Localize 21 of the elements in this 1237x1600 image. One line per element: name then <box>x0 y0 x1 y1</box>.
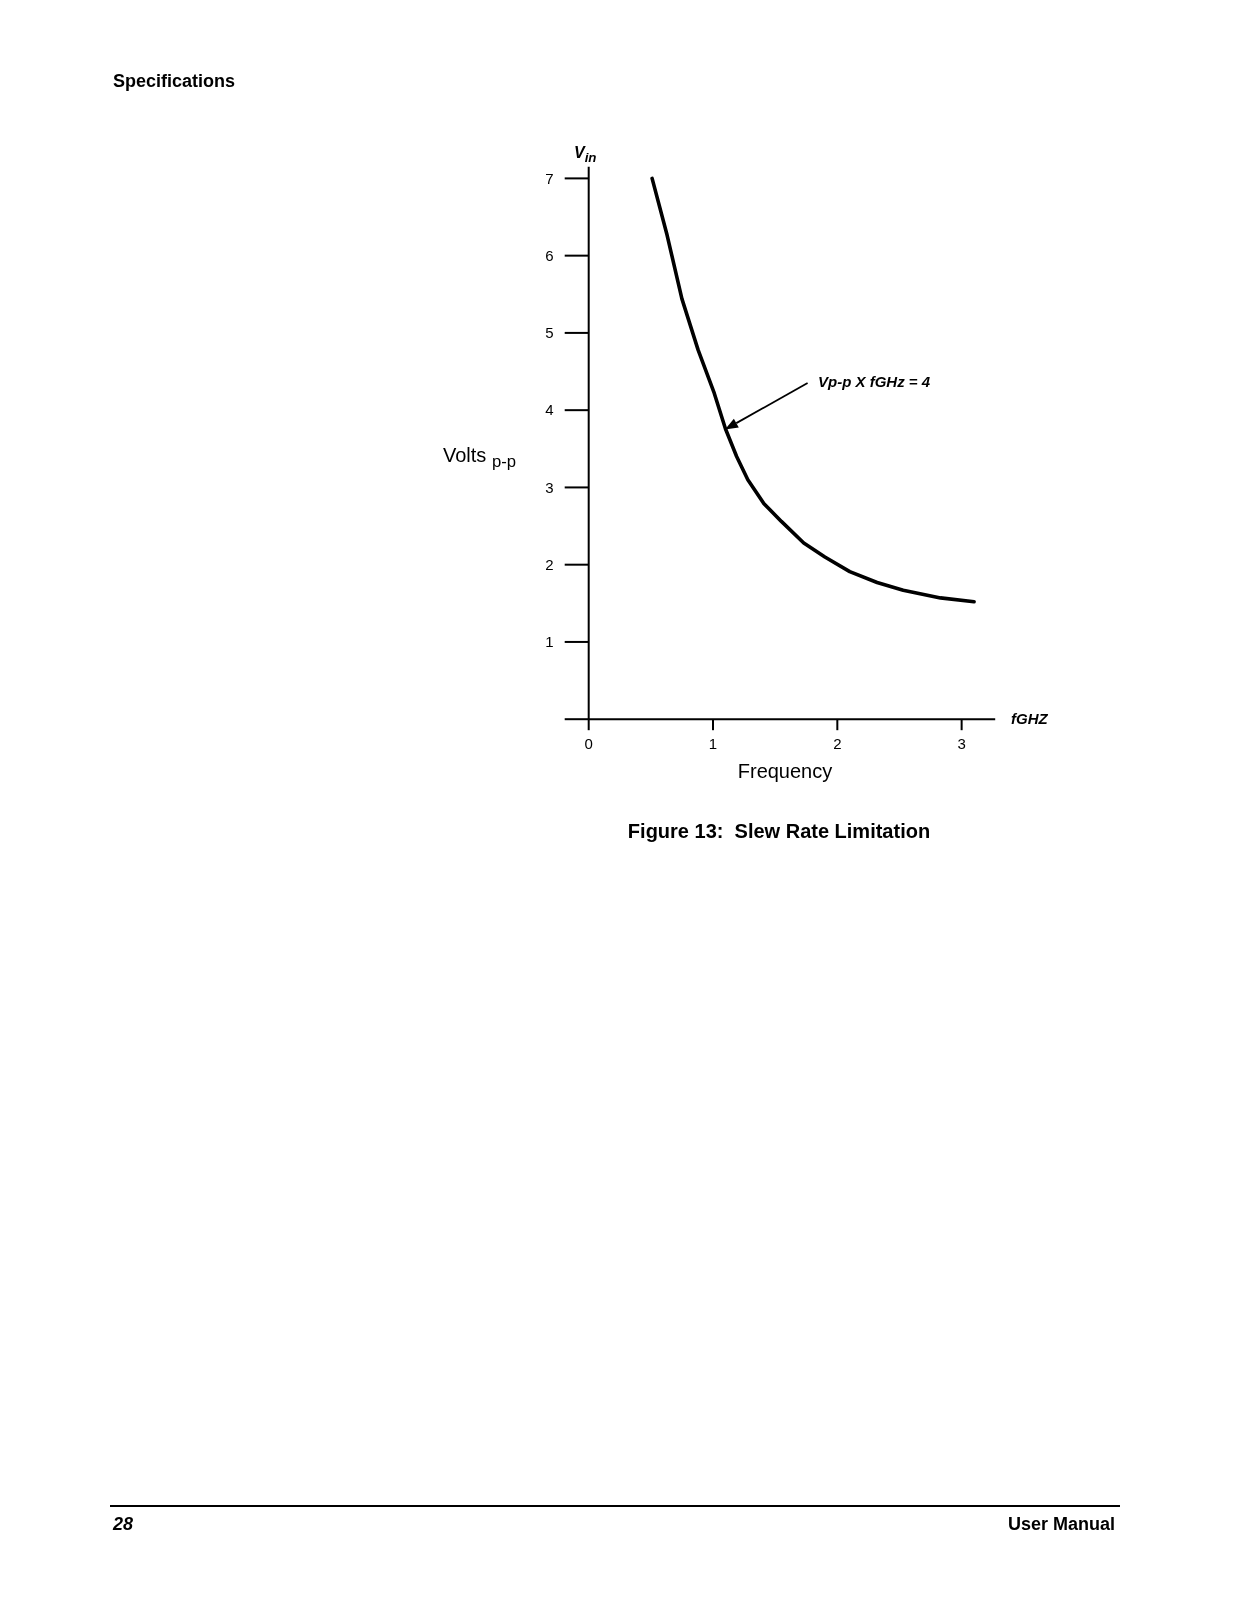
text: fGHZ <box>1011 710 1048 728</box>
y-tick-label: 7 <box>545 169 554 187</box>
x-tick-label: 0 <box>584 734 593 752</box>
text: Figure 13: Slew Rate Limitation <box>626 819 932 843</box>
x-tick-label: 3 <box>957 734 966 752</box>
line-series <box>650 176 976 604</box>
y-tick-label: 1 <box>545 633 554 651</box>
x-tick-label: 2 <box>833 734 842 752</box>
x-axis-title: Frequency <box>736 759 834 783</box>
y-tick-label: 6 <box>545 246 554 264</box>
x-tick-label: 1 <box>708 734 718 752</box>
text: Specifications <box>113 70 236 93</box>
y-tick-label: 5 <box>545 324 554 342</box>
y-tick-label: 3 <box>545 478 554 496</box>
text: V$_{in}$ <box>574 143 597 168</box>
text: User Manual <box>1007 1514 1115 1536</box>
annotation: Vp-p X fGHz = 4 <box>818 373 931 391</box>
text: 28 <box>113 1514 134 1536</box>
y-axis-title: Volts $_{p-p}$ <box>443 443 516 473</box>
y-tick-label: 4 <box>545 401 554 419</box>
y-tick-label: 2 <box>545 556 554 574</box>
